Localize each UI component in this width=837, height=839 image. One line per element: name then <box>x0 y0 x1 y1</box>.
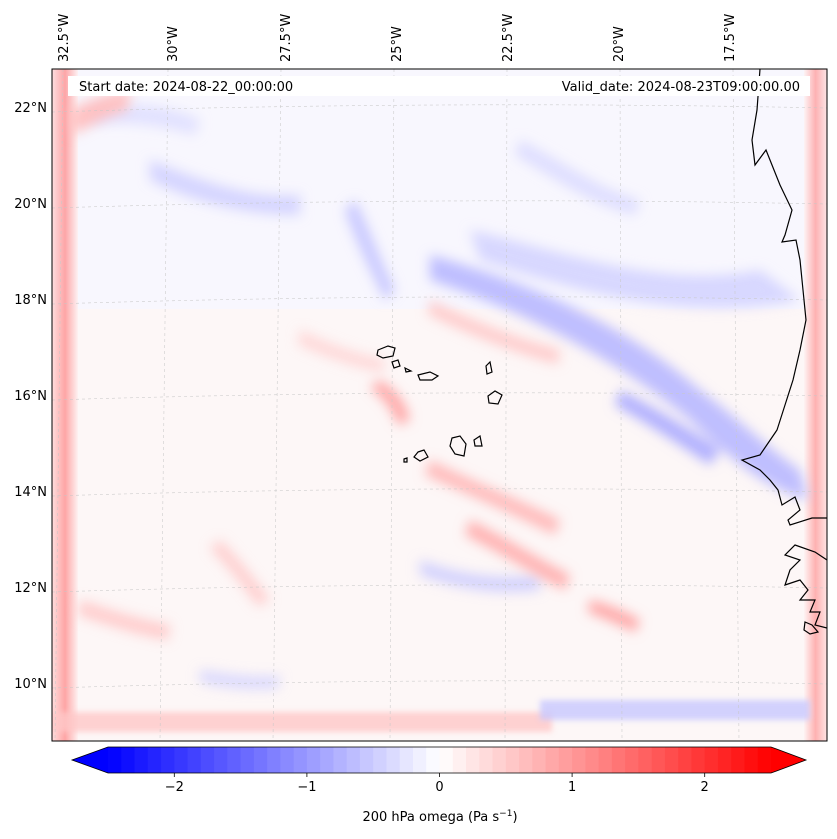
colorbar-segment <box>280 747 295 773</box>
colorbar-outline <box>70 746 808 774</box>
colorbar-segment <box>532 747 547 773</box>
start-date-label: Start date: 2024-08-22_00:00:00 <box>79 80 293 95</box>
valid-date-label: Valid_date: 2024-08-23T09:00:00.00 <box>562 80 800 95</box>
longitude-labels: 32.5°W 30°W 27.5°W 25°W 22.5°W 20°W 17.5… <box>57 14 738 62</box>
lat-label: 20°N <box>14 197 47 212</box>
latitude-labels: 22°N 20°N 18°N 16°N 14°N 12°N 10°N <box>14 101 47 692</box>
omega-field <box>52 69 827 741</box>
colorbar-segment <box>293 747 308 773</box>
colorbar-segment <box>691 747 706 773</box>
colorbar-tick-label: 0 <box>435 780 443 795</box>
lat-label: 22°N <box>14 101 47 116</box>
colorbar-segment <box>492 747 507 773</box>
colorbar-segment <box>678 747 693 773</box>
colorbar-ticks: −2 −1 0 1 2 <box>165 773 709 795</box>
colorbar-tick-label: −2 <box>165 780 184 795</box>
colorbar-segment <box>214 747 228 773</box>
africa-coastline-south <box>783 544 827 629</box>
lat-label: 18°N <box>14 293 47 308</box>
gridlines <box>52 69 827 741</box>
colorbar-segment <box>399 747 414 773</box>
colorbar-segment <box>717 747 732 773</box>
lon-label: 30°W <box>166 26 181 62</box>
colorbar-segment <box>320 747 335 773</box>
colorbar-segment <box>545 747 560 773</box>
colorbar-segment <box>412 747 427 773</box>
lat-label: 10°N <box>14 677 47 692</box>
cape-verde-islands <box>376 345 503 463</box>
lon-label: 22.5°W <box>501 14 516 62</box>
colorbar-segment <box>452 747 467 773</box>
colorbar-segment <box>638 747 653 773</box>
colorbar-segment <box>439 747 454 773</box>
lon-label: 20°W <box>612 26 627 62</box>
date-header-bar <box>68 76 810 96</box>
colorbar-segment <box>651 747 666 773</box>
colorbar-segment <box>505 747 520 773</box>
colorbar-segment <box>479 747 494 773</box>
colorbar: −2 −1 0 1 2 200 hPa omega (Pa s−1) <box>70 746 808 825</box>
colorbar-segment <box>253 747 268 773</box>
bissagos-islands <box>803 621 820 635</box>
colorbar-segment <box>466 747 480 773</box>
colorbar-segment <box>108 747 122 773</box>
colorbar-segment <box>558 747 573 773</box>
map-panel: Start date: 2024-08-22_00:00:00 Valid_da… <box>51 68 828 742</box>
lon-label: 32.5°W <box>57 14 72 62</box>
coastlines <box>376 69 827 635</box>
colorbar-extend-max <box>771 747 806 773</box>
colorbar-segment <box>625 747 639 773</box>
lon-label: 17.5°W <box>723 14 738 62</box>
colorbar-tick-label: 2 <box>701 780 709 795</box>
colorbar-label: 200 hPa omega (Pa s−1) <box>362 809 517 825</box>
colorbar-segment <box>333 747 348 773</box>
lat-label: 14°N <box>14 485 47 500</box>
colorbar-segment <box>611 747 626 773</box>
colorbar-segment <box>240 747 255 773</box>
colorbar-segment <box>426 747 441 773</box>
colorbar-segment <box>346 747 361 773</box>
colorbar-segment <box>572 747 586 773</box>
colorbar-segment <box>664 747 679 773</box>
colorbar-tick-label: −1 <box>297 780 316 795</box>
lon-label: 27.5°W <box>279 14 294 62</box>
africa-coastline <box>740 69 827 526</box>
colorbar-segment <box>386 747 401 773</box>
colorbar-segment <box>200 747 215 773</box>
colorbar-segment <box>744 747 759 773</box>
colorbar-segment <box>519 747 533 773</box>
colorbar-extend-min <box>72 747 108 773</box>
colorbar-segment <box>359 747 374 773</box>
map-frame <box>51 68 828 742</box>
lat-label: 16°N <box>14 389 47 404</box>
colorbar-segment <box>267 747 281 773</box>
lat-label: 12°N <box>14 581 47 596</box>
colorbar-segment <box>704 747 719 773</box>
colorbar-tick-label: 1 <box>568 780 576 795</box>
colorbar-segment <box>598 747 613 773</box>
lon-label: 25°W <box>390 26 405 62</box>
colorbar-segment <box>373 747 388 773</box>
colorbar-segment <box>121 747 136 773</box>
colorbar-segment <box>174 747 189 773</box>
colorbar-segment <box>134 747 149 773</box>
colorbar-segment <box>187 747 202 773</box>
colorbar-segment <box>161 747 175 773</box>
colorbar-segment <box>306 747 321 773</box>
colorbar-segment <box>757 747 772 773</box>
colorbar-segment <box>585 747 600 773</box>
colorbar-segment <box>731 747 746 773</box>
colorbar-segment <box>227 747 242 773</box>
colorbar-segment <box>147 747 162 773</box>
colorbar-segments <box>108 747 772 773</box>
